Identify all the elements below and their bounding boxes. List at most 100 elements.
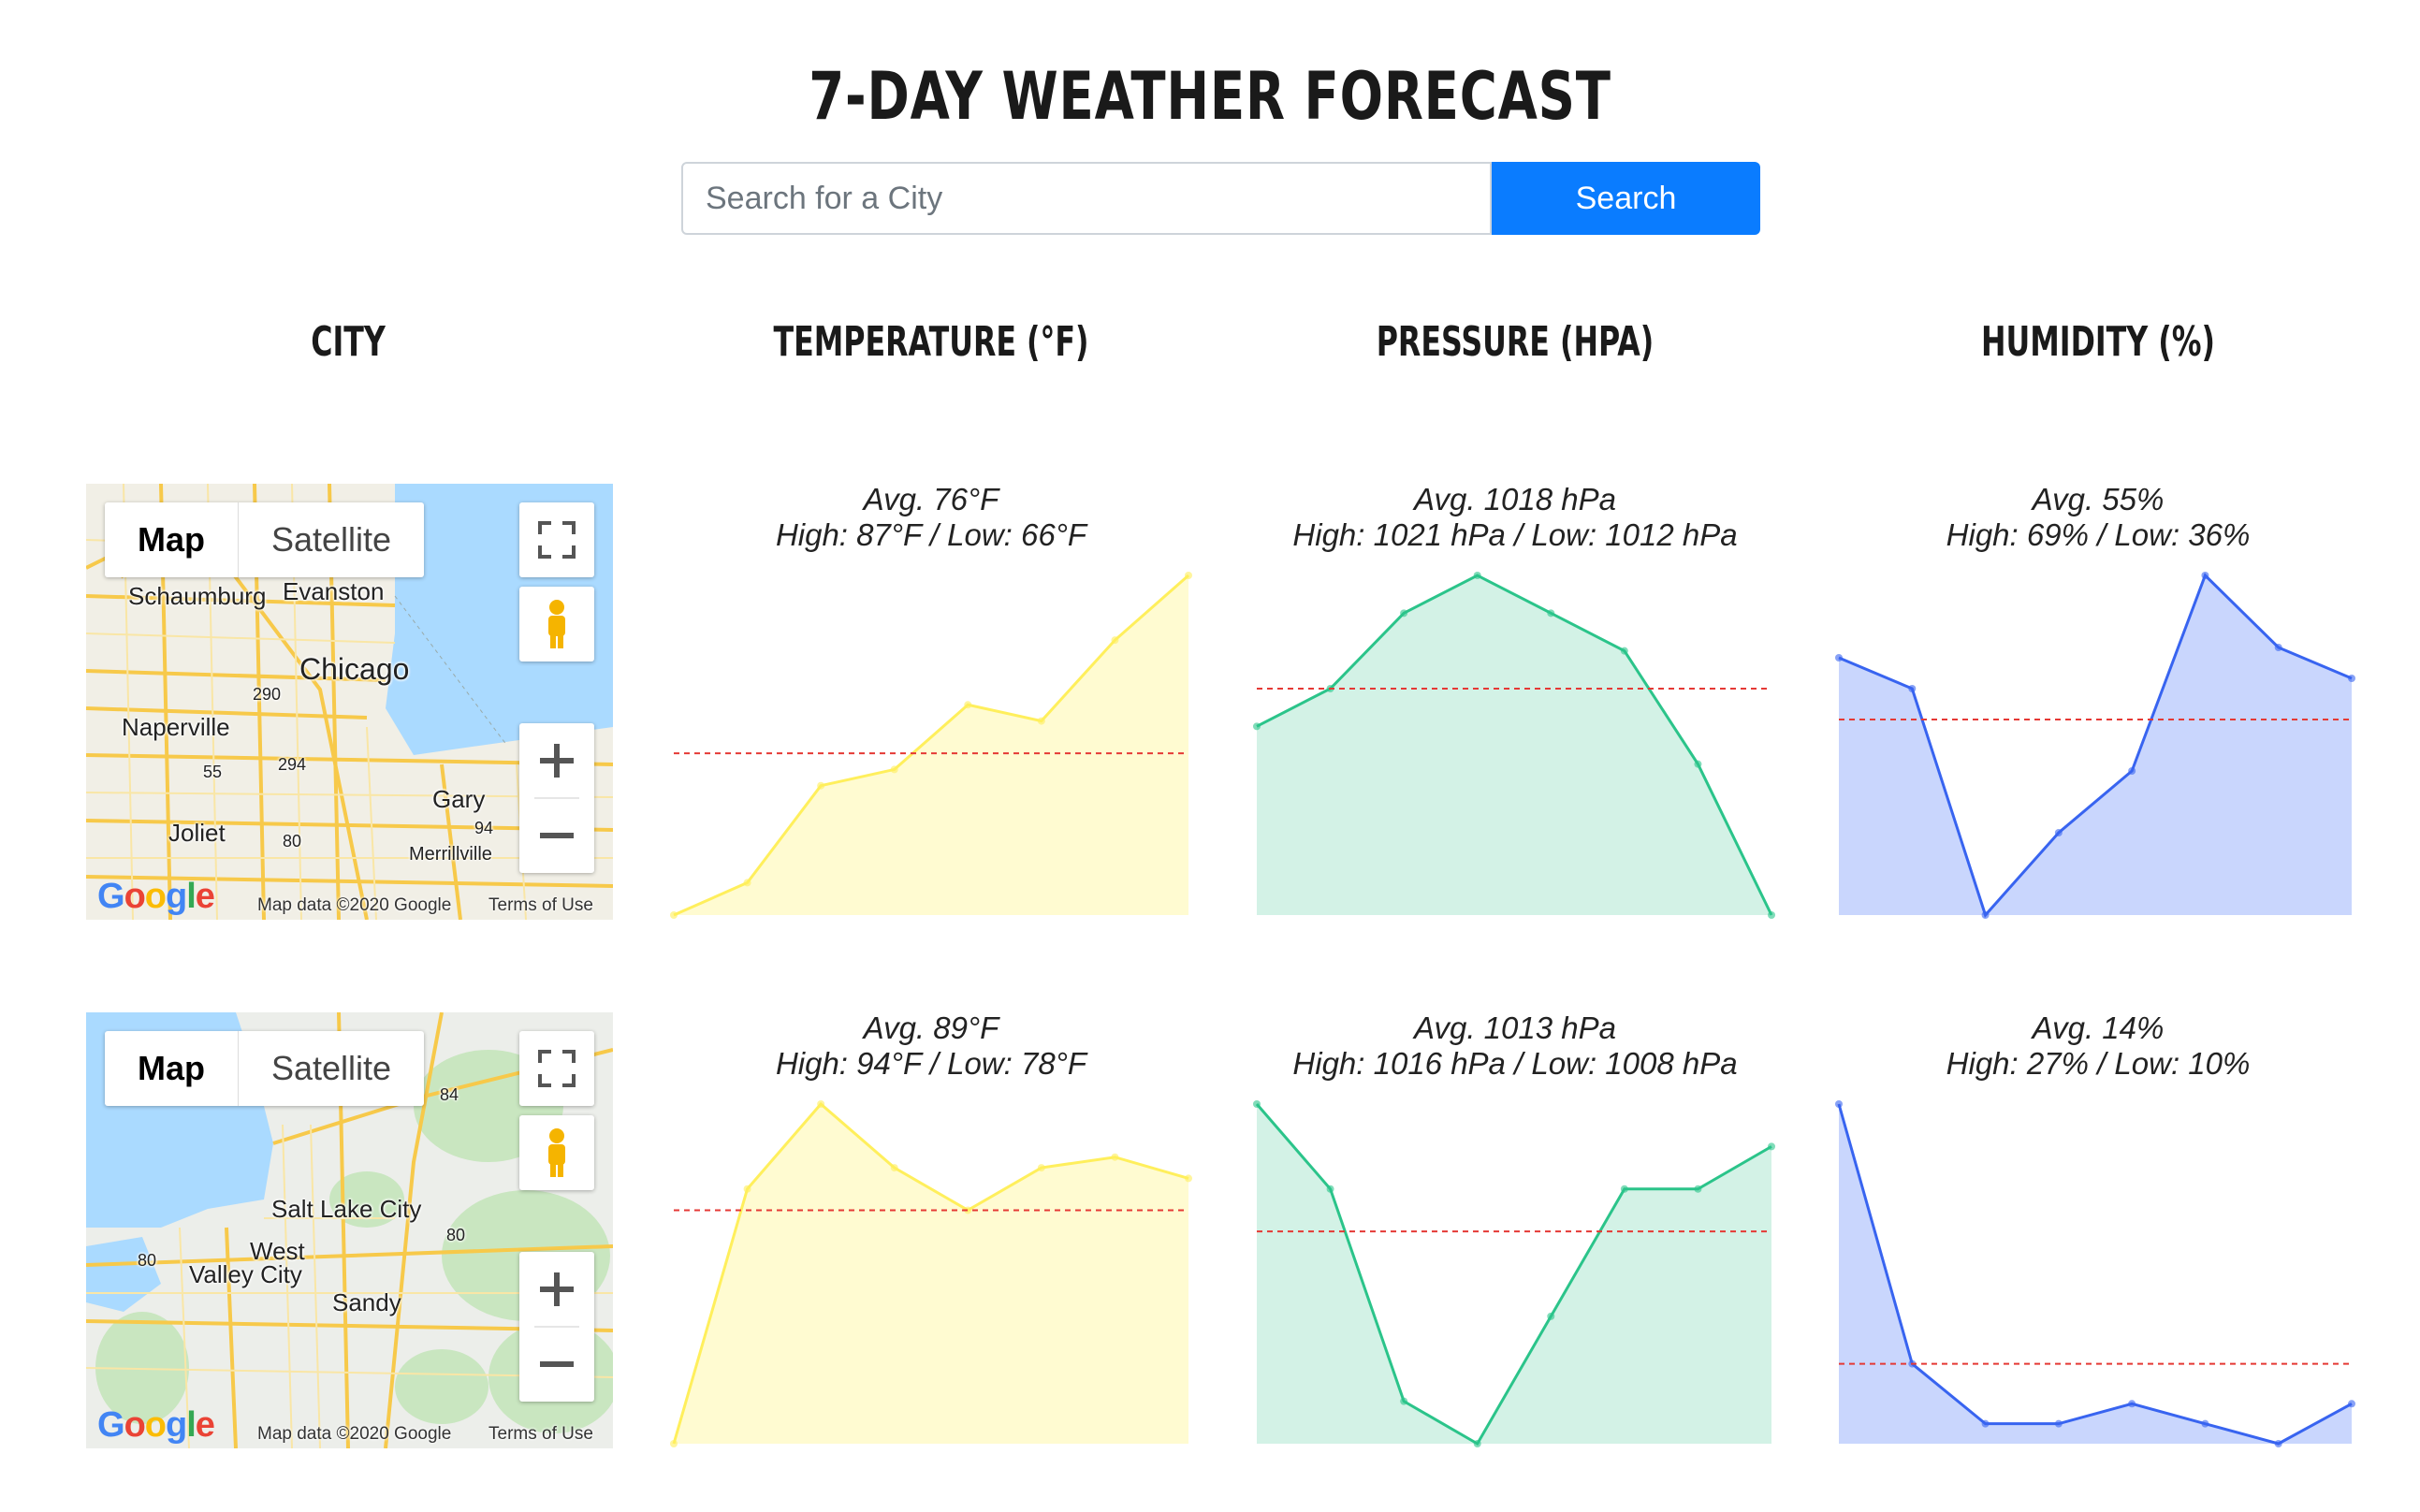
map-attribution: Map data ©2020 Google — [257, 1424, 452, 1444]
zoom-in-button[interactable] — [519, 1252, 594, 1327]
pressure-range: High: 1016 hPa / Low: 1008 hPa — [1292, 1046, 1738, 1081]
map-attribution: Map data ©2020 Google — [257, 895, 452, 915]
satellite-view-button[interactable]: Satellite — [271, 1049, 392, 1087]
chart-series-line — [1837, 1103, 2353, 1446]
chart-point — [1620, 1185, 1628, 1193]
zoom-icons — [534, 744, 579, 838]
chart-area — [1257, 575, 1771, 915]
chart-point — [1547, 1312, 1555, 1320]
pressure-sparkline-chart — [1253, 1100, 1775, 1447]
terms-of-use-link[interactable]: Terms of Use — [488, 1424, 593, 1444]
chart-point — [2348, 1400, 2355, 1408]
chart-point — [1185, 1174, 1192, 1183]
pressure-sparkline-chart — [1253, 572, 1775, 919]
chart-point — [890, 1164, 898, 1172]
chart-point — [1694, 1185, 1702, 1193]
satellite-view-button[interactable]: Satellite — [271, 520, 392, 559]
chart-area — [1839, 1104, 2352, 1444]
highway-shield: 80 — [446, 1226, 466, 1244]
highway-shield: 290 — [253, 685, 282, 704]
humidity-sparkline-chart — [1835, 1100, 2355, 1447]
chart-point — [817, 781, 825, 790]
chart-point — [2054, 1419, 2063, 1428]
chart-point — [964, 701, 972, 709]
chart-point — [1473, 1440, 1481, 1447]
map-label: Evanston — [283, 577, 385, 605]
temperature-sparkline-chart — [670, 1100, 1192, 1447]
city-map-salt-lake[interactable]: Salt Lake City West Valley City Sandy 84… — [86, 1012, 613, 1448]
chart-point — [1768, 1142, 1775, 1151]
chart-point — [2348, 675, 2355, 682]
map-type-control: Map Satellite — [105, 502, 425, 577]
pegman-icon — [548, 1128, 565, 1177]
zoom-in-button[interactable] — [519, 723, 594, 798]
chart-series-line — [1255, 1103, 1772, 1447]
temperature-range: High: 94°F / Low: 78°F — [775, 1046, 1087, 1081]
map-label: Gary — [432, 785, 486, 813]
highway-shield: 294 — [278, 755, 307, 774]
chart-point — [670, 1440, 678, 1447]
zoom-out-button[interactable] — [519, 798, 594, 873]
chart-point — [1326, 1185, 1334, 1193]
humidity-range: High: 27% / Low: 10% — [1946, 1046, 2251, 1081]
pressure-avg: Avg. 1018 hPa — [1414, 482, 1616, 516]
pressure-range: High: 1021 hPa / Low: 1012 hPa — [1292, 517, 1738, 552]
chart-point — [1253, 722, 1261, 731]
search-input[interactable] — [681, 162, 1492, 235]
chart-point — [1037, 1164, 1045, 1172]
fullscreen-button[interactable] — [519, 502, 594, 577]
chart-area — [674, 575, 1188, 915]
chart-series-line — [1838, 573, 2353, 918]
chart-point — [670, 911, 678, 919]
chart-point — [1620, 647, 1628, 655]
humidity-range: High: 69% / Low: 36% — [1946, 517, 2251, 552]
chart-point — [964, 1206, 972, 1214]
map-label: Sandy — [332, 1288, 401, 1316]
humidity-stats-row-1: Avg. 55% High: 69% / Low: 36% — [1836, 482, 2360, 553]
chart-point — [817, 1100, 825, 1108]
pressure-avg: Avg. 1013 hPa — [1414, 1010, 1616, 1045]
pressure-stats-row-1: Avg. 1018 hPa High: 1021 hPa / Low: 1012… — [1253, 482, 1777, 553]
fullscreen-button[interactable] — [519, 1031, 594, 1106]
chart-area — [1257, 1104, 1771, 1444]
column-header-pressure: PRESSURE (HPA) — [1376, 318, 1655, 366]
street-view-pegman[interactable] — [519, 1115, 594, 1190]
pegman-icon — [548, 600, 565, 648]
chart-point — [1037, 717, 1045, 725]
search-button[interactable]: Search — [1492, 162, 1760, 235]
google-logo[interactable]: Google — [97, 877, 215, 916]
humidity-sparkline-chart — [1835, 572, 2355, 919]
chart-point — [1185, 572, 1192, 579]
map-label: Valley City — [189, 1260, 302, 1288]
map-view-button[interactable]: Map — [105, 502, 239, 577]
chart-point — [2128, 767, 2136, 775]
map-label: West — [250, 1237, 305, 1265]
terms-of-use-link[interactable]: Terms of Use — [488, 895, 593, 915]
column-header-city: CITY — [311, 318, 386, 366]
highway-shield: 80 — [138, 1251, 157, 1270]
chart-point — [1253, 1100, 1261, 1108]
chart-point — [2201, 1419, 2209, 1428]
temperature-sparkline-chart — [670, 572, 1192, 919]
chart-area — [674, 1104, 1188, 1444]
humidity-avg: Avg. 14% — [2032, 1010, 2165, 1045]
chart-point — [743, 879, 751, 887]
google-logo[interactable]: Google — [97, 1405, 215, 1445]
chart-point — [1981, 1419, 1990, 1428]
chart-point — [1768, 911, 1775, 919]
chart-point — [1473, 572, 1481, 579]
chart-point — [2201, 572, 2209, 579]
humidity-avg: Avg. 55% — [2032, 482, 2165, 516]
zoom-out-button[interactable] — [519, 1327, 594, 1402]
chart-area — [1839, 575, 2352, 915]
highway-shield: 84 — [440, 1085, 459, 1104]
city-map-chicago[interactable]: Schaumburg Evanston Chicago Naperville J… — [86, 484, 613, 920]
temperature-stats-row-2: Avg. 89°F High: 94°F / Low: 78°F — [669, 1010, 1193, 1082]
chart-series-line — [1256, 574, 1773, 916]
map-label: Merrillville — [409, 844, 492, 865]
street-view-pegman[interactable] — [519, 587, 594, 662]
map-view-button[interactable]: Map — [105, 1031, 239, 1106]
chart-point — [743, 1185, 751, 1193]
chart-point — [1111, 636, 1119, 645]
zoom-control — [519, 1252, 594, 1402]
